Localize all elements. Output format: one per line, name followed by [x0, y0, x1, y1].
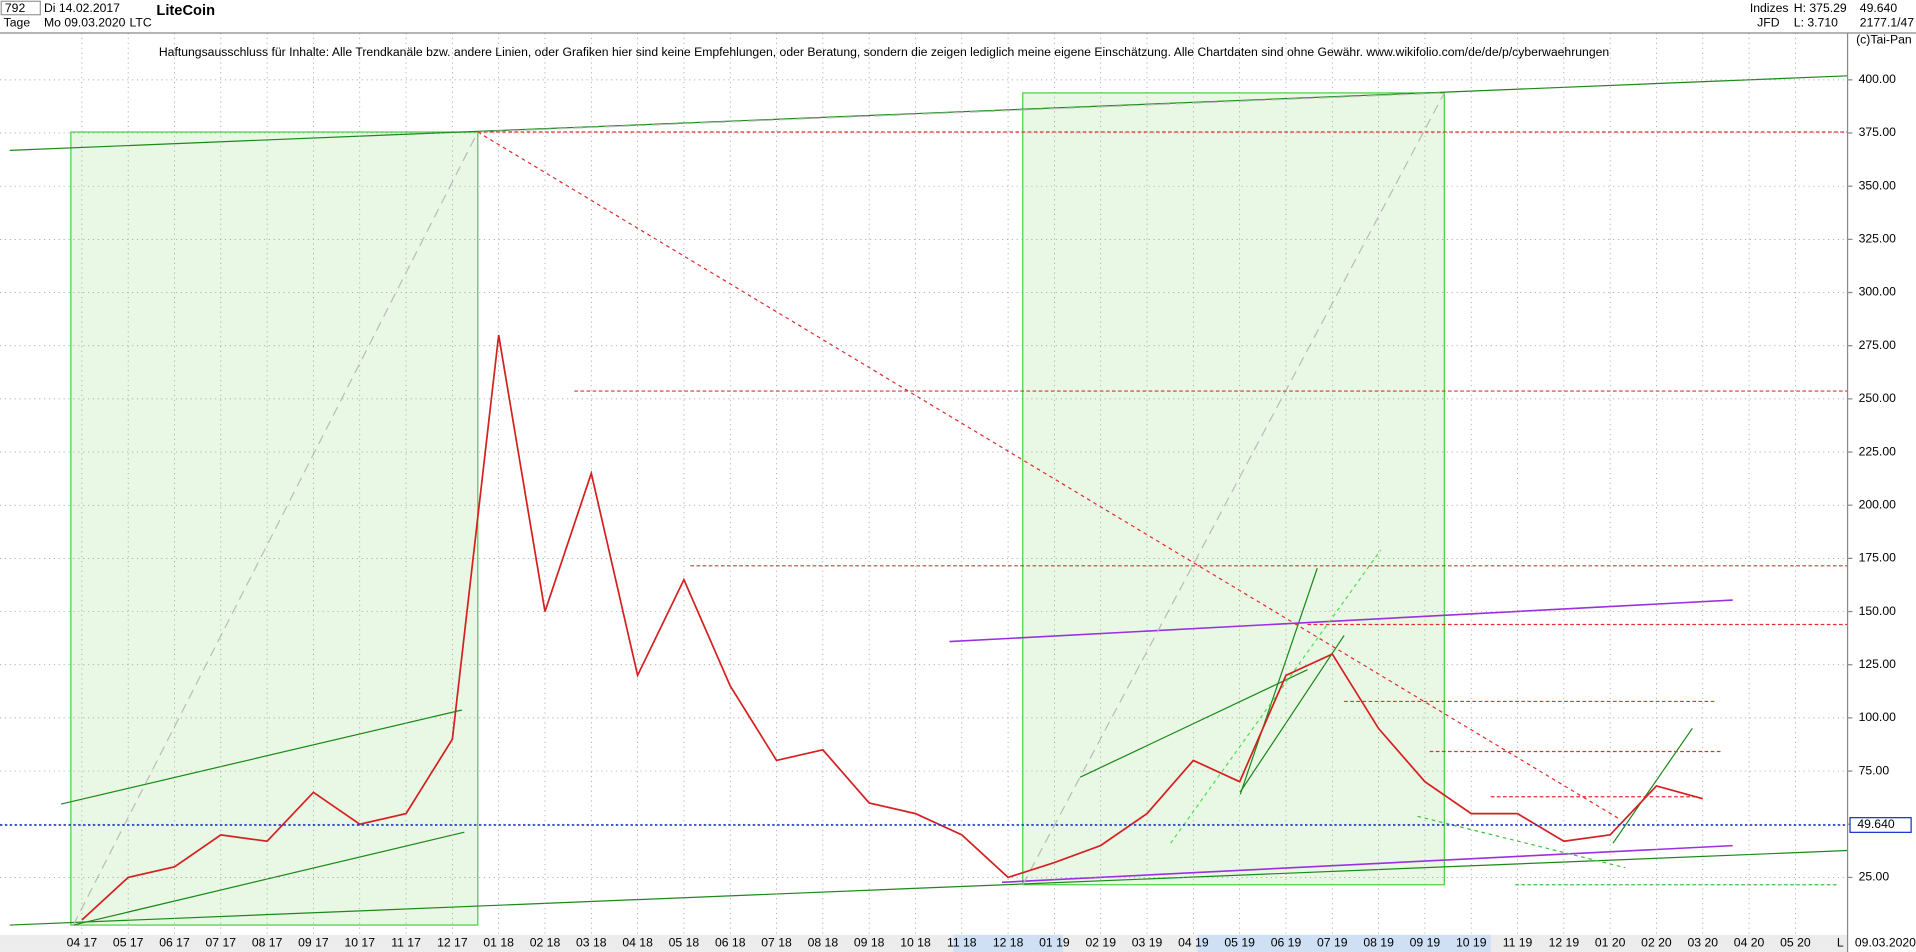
- high: H: 375.29: [1794, 1, 1847, 15]
- trend-line: [60, 709, 463, 805]
- ratio: 2177.1/47: [1860, 15, 1915, 29]
- x-axis-highlight: [1197, 934, 1491, 952]
- broker: JFD: [1757, 15, 1780, 29]
- y-tick-label: 375.00: [1859, 125, 1897, 139]
- start-day: Di 14.02.2017: [44, 1, 120, 15]
- x-tick-label: 10 18: [900, 936, 931, 950]
- trend-line: [1239, 568, 1318, 795]
- x-tick-label: 04 17: [67, 936, 98, 950]
- y-tick-label: 200.00: [1859, 497, 1897, 511]
- x-tick-label: 12 18: [993, 936, 1024, 950]
- x-tick-label: 07 19: [1317, 936, 1348, 950]
- x-tick-label: 11 19: [1503, 936, 1533, 950]
- x-tick-label: 02 20: [1641, 936, 1672, 950]
- x-tick-label: 01 19: [1039, 936, 1070, 950]
- x-tick-label: 04 18: [622, 936, 653, 950]
- y-tick-label: 225.00: [1859, 444, 1897, 458]
- trend-line: [9, 75, 1848, 151]
- x-tick-label: 08 19: [1363, 936, 1394, 950]
- low: L: 3.710: [1794, 15, 1838, 29]
- x-tick-label: 04 19: [1178, 936, 1209, 950]
- trend-line: [1612, 727, 1693, 844]
- x-tick-label: 08 18: [808, 936, 839, 950]
- x-tick-label: 06 17: [159, 936, 190, 950]
- scale-mode: L: [1837, 936, 1844, 950]
- end-day: Mo 09.03.2020: [44, 15, 126, 29]
- fan-line: [1417, 815, 1626, 869]
- x-tick-label: 03 20: [1687, 936, 1718, 950]
- x-tick-label: 09 17: [298, 936, 329, 950]
- x-tick-label: 12 17: [437, 936, 468, 950]
- fan-line: [1170, 549, 1382, 844]
- x-tick-label: 02 18: [530, 936, 561, 950]
- x-tick-label: 02 19: [1085, 936, 1116, 950]
- fan-line: [1022, 92, 1445, 886]
- x-tick-label: 06 19: [1271, 936, 1302, 950]
- x-tick-label: 04 20: [1734, 936, 1765, 950]
- x-tick-label: 07 18: [761, 936, 792, 950]
- last: 49.640: [1860, 1, 1898, 15]
- period: Tage: [4, 15, 31, 29]
- x-tick-label: 11 17: [391, 936, 421, 950]
- y-tick-label: 250.00: [1859, 391, 1897, 405]
- trend-line: [477, 131, 1620, 820]
- x-tick-label: 01 20: [1595, 936, 1626, 950]
- y-tick-label: 125.00: [1859, 657, 1897, 671]
- x-tick-label: 01 18: [483, 936, 514, 950]
- x-tick-label: 10 19: [1456, 936, 1487, 950]
- x-tick-label: 05 18: [669, 936, 700, 950]
- trend-line: [949, 599, 1733, 643]
- x-tick-label: 07 17: [206, 936, 237, 950]
- trend-line: [9, 849, 1848, 926]
- x-tick-label: 12 19: [1549, 936, 1580, 950]
- copyright: (c)Tai-Pan: [1856, 33, 1912, 47]
- y-tick-label: 300.00: [1859, 285, 1897, 299]
- y-tick-label: 25.00: [1859, 870, 1890, 884]
- trend-line: [73, 831, 465, 926]
- x-tick-label: 05 19: [1224, 936, 1255, 950]
- drawings: [0, 33, 1848, 935]
- trend-line: [1239, 635, 1345, 793]
- x-axis-highlight: [953, 934, 1064, 952]
- x-tick-label: 09 19: [1410, 936, 1441, 950]
- symbol: LTC: [130, 15, 152, 29]
- x-tick-label: 06 18: [715, 936, 746, 950]
- trend-line: [1079, 669, 1308, 778]
- trend-line: [1001, 844, 1733, 884]
- x-tick-label: 09 18: [854, 936, 885, 950]
- current-price-box: [1849, 817, 1912, 833]
- x-tick-label: 05 20: [1780, 936, 1811, 950]
- y-tick-label: 75.00: [1859, 763, 1890, 777]
- y-tick-label: 275.00: [1859, 338, 1897, 352]
- x-tick-label: 08 17: [252, 936, 283, 950]
- chart-title: LiteCoin: [156, 3, 215, 19]
- x-tick-label: 03 18: [576, 936, 607, 950]
- x-tick-label: 03 19: [1132, 936, 1163, 950]
- fan-line: [72, 131, 479, 926]
- y-tick-label: 175.00: [1859, 551, 1897, 565]
- y-tick-label: 150.00: [1859, 604, 1897, 618]
- end-date: 09.03.2020: [1855, 936, 1916, 950]
- y-tick-label: 350.00: [1859, 178, 1897, 192]
- fan-line: [477, 92, 1445, 133]
- count: 792: [5, 1, 26, 15]
- x-tick-label: 10 17: [344, 936, 375, 950]
- count-box: [0, 0, 41, 16]
- x-tick-label: 05 17: [113, 936, 144, 950]
- price-line: [81, 334, 1703, 921]
- box-zone: [70, 131, 479, 926]
- x-tick-label: 11 18: [947, 936, 977, 950]
- current-price-label: 49.640: [1857, 817, 1895, 831]
- disclaimer: Haftungsausschluss für Inhalte: Alle Tre…: [159, 45, 1609, 59]
- resistance-lines: [477, 131, 1848, 886]
- group: Indizes: [1750, 1, 1789, 15]
- y-tick-label: 325.00: [1859, 232, 1897, 246]
- y-tick-label: 100.00: [1859, 710, 1897, 724]
- y-tick-label: 400.00: [1859, 72, 1897, 86]
